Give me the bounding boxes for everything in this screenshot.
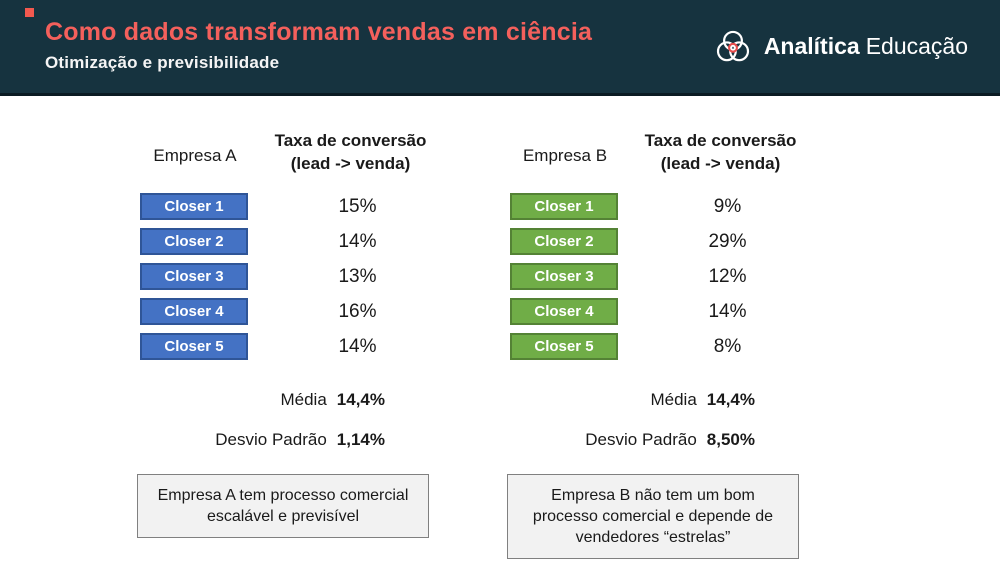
company-b-label: Empresa B	[522, 146, 608, 165]
stddev-label: Desvio Padrão	[215, 430, 327, 449]
closer-3-value-b: 12%	[708, 266, 747, 287]
slide-title: Como dados transformam vendas em ciência	[45, 18, 593, 46]
slide-subtitle: Otimização e previsibilidade	[45, 53, 280, 72]
mean-value: 14,4%	[706, 390, 755, 409]
closer-2-value-b: 29%	[708, 231, 747, 252]
company-a-label: Empresa A	[153, 146, 237, 165]
stddev-value: 8,50%	[706, 430, 755, 449]
closer-4-value-b: 14%	[708, 301, 747, 322]
conclusion-note-b: Empresa B não tem um bom processo comerc…	[507, 474, 799, 559]
closer-1-shape-a: Closer 1	[140, 193, 248, 220]
metric-line2: (lead -> venda)	[290, 154, 411, 173]
closer-5-shape-b: Closer 5	[510, 333, 618, 360]
conversion-rate-header-b: Taxa de conversão (lead -> venda)	[628, 129, 813, 175]
brand-logo: Analítica Educação	[712, 0, 968, 93]
mean-label: Média	[650, 390, 697, 409]
closer-3-value-a: 13%	[338, 266, 377, 287]
stddev-row-b: Desvio Padrão 8,50%	[470, 430, 755, 454]
brand-name-regular: Educação	[865, 33, 968, 59]
closer-5-value-a: 14%	[338, 336, 377, 357]
closer-4-shape-a: Closer 4	[140, 298, 248, 325]
closer-3-shape-a: Closer 3	[140, 263, 248, 290]
stddev-row-a: Desvio Padrão 1,14%	[100, 430, 385, 454]
venn-circles-icon	[712, 27, 754, 67]
conversion-rate-header-a: Taxa de conversão (lead -> venda)	[258, 129, 443, 175]
closer-2-shape-b: Closer 2	[510, 228, 618, 255]
company-b-column: Empresa B Taxa de conversão (lead -> ven…	[470, 96, 815, 562]
closer-5-value-b: 8%	[713, 336, 742, 357]
stddev-value: 1,14%	[336, 430, 385, 449]
closer-4-value-a: 16%	[338, 301, 377, 322]
metric-line1: Taxa de conversão	[644, 131, 797, 150]
company-a-column: Empresa A Taxa de conversão (lead -> ven…	[100, 96, 445, 562]
stddev-label: Desvio Padrão	[585, 430, 697, 449]
conclusion-note-a: Empresa A tem processo comercial escaláv…	[137, 474, 429, 538]
closer-1-value-b: 9%	[713, 196, 742, 217]
metric-line1: Taxa de conversão	[274, 131, 427, 150]
metric-line2: (lead -> venda)	[660, 154, 781, 173]
mean-row-b: Média 14,4%	[470, 390, 755, 414]
slide-header: Como dados transformam vendas em ciência…	[0, 0, 1000, 96]
brand-name-bold: Analítica	[763, 33, 860, 59]
mean-value: 14,4%	[336, 390, 385, 409]
closer-1-value-a: 15%	[338, 196, 377, 217]
closer-2-shape-a: Closer 2	[140, 228, 248, 255]
closer-5-shape-a: Closer 5	[140, 333, 248, 360]
mean-label: Média	[280, 390, 327, 409]
red-square-accent	[25, 8, 34, 17]
closer-3-shape-b: Closer 3	[510, 263, 618, 290]
mean-row-a: Média 14,4%	[100, 390, 385, 414]
closer-2-value-a: 14%	[338, 231, 377, 252]
closer-4-shape-b: Closer 4	[510, 298, 618, 325]
closer-1-shape-b: Closer 1	[510, 193, 618, 220]
